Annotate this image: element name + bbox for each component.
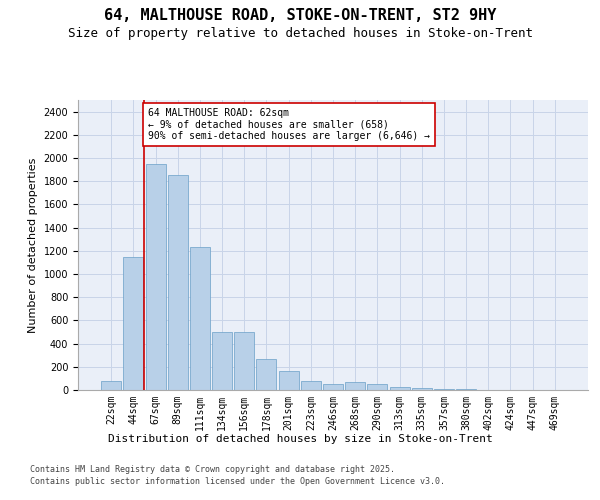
Text: Contains HM Land Registry data © Crown copyright and database right 2025.: Contains HM Land Registry data © Crown c… [30,466,395,474]
Bar [345,382,365,390]
Bar [323,384,343,390]
Bar [124,256,143,390]
Text: Distribution of detached houses by size in Stoke-on-Trent: Distribution of detached houses by size … [107,434,493,444]
Text: Contains public sector information licensed under the Open Government Licence v3: Contains public sector information licen… [30,476,445,486]
Bar [212,332,232,390]
Bar [146,164,166,390]
Bar [101,382,121,390]
Text: 64 MALTHOUSE ROAD: 62sqm
← 9% of detached houses are smaller (658)
90% of semi-d: 64 MALTHOUSE ROAD: 62sqm ← 9% of detache… [148,108,430,142]
Bar [190,248,210,390]
Bar [367,384,388,390]
Bar [412,388,432,390]
Text: Size of property relative to detached houses in Stoke-on-Trent: Size of property relative to detached ho… [67,28,533,40]
Text: 64, MALTHOUSE ROAD, STOKE-ON-TRENT, ST2 9HY: 64, MALTHOUSE ROAD, STOKE-ON-TRENT, ST2 … [104,8,496,23]
Bar [256,358,277,390]
Bar [278,372,299,390]
Bar [234,332,254,390]
Bar [168,176,188,390]
Bar [389,386,410,390]
Bar [301,380,321,390]
Y-axis label: Number of detached properties: Number of detached properties [28,158,38,332]
